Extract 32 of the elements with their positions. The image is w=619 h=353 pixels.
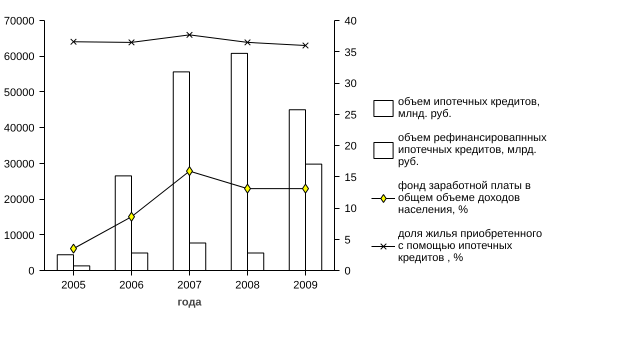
y-tick-label: 60000 (4, 51, 35, 64)
y2-tick-label: 5 (344, 234, 351, 246)
x-tick-label: 2009 (293, 280, 318, 292)
x-tick-label: 2007 (177, 280, 202, 292)
point (186, 32, 193, 38)
y2-tick-label: 0 (344, 266, 351, 278)
y-tick-label: 10000 (4, 230, 35, 242)
y-tick-label: 20000 (4, 194, 35, 206)
y-tick-label: 50000 (4, 86, 35, 99)
point (128, 39, 135, 46)
point (70, 38, 77, 46)
x-tick-label: 2006 (119, 280, 144, 292)
x-tick-label: 2005 (61, 280, 86, 292)
y-tick-label: 0 (28, 266, 35, 278)
y-tick-label: 30000 (4, 158, 35, 170)
y-tick-label: 70000 (4, 16, 35, 28)
legend-label: объем рефинансировапнных ипотечных кредитов, млрд. руб. (398, 132, 547, 168)
legend-label: доля жилья приобретенного с помощью ипотечных кредитов , % (398, 228, 542, 264)
legend-label: объем ипотечных кредитов, млнд. руб. (398, 96, 540, 120)
point (302, 42, 309, 49)
legend-label: фонд заработной платы в общем объеме доходов населения, % (398, 180, 531, 216)
y2-tick-label: 30 (344, 78, 357, 90)
y2-tick-label: 15 (344, 172, 357, 184)
x-axis-title: года (177, 296, 202, 308)
y-tick-label: 40000 (4, 122, 35, 135)
y2-tick-label: 40 (344, 16, 357, 28)
point (244, 39, 251, 46)
x-tick-label: 2008 (235, 280, 260, 292)
y2-tick-label: 35 (344, 46, 357, 59)
y2-tick-label: 25 (344, 109, 357, 122)
y2-tick-label: 20 (344, 140, 357, 152)
y2-tick-label: 10 (344, 203, 357, 215)
